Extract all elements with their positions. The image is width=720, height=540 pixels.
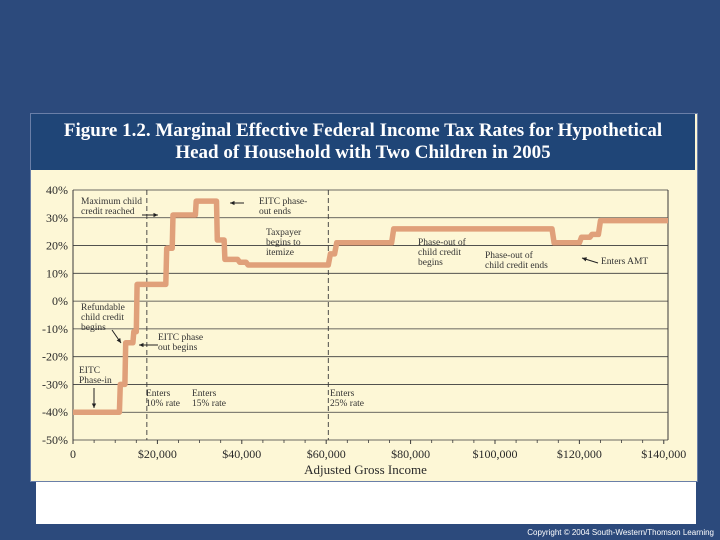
annotation-label: EITC phase-out ends [259,197,307,217]
annotation-label: Phase-out of child credit begins [418,237,467,268]
figure-box [30,113,698,482]
annotation-line: Refundable [81,302,125,313]
annotation-label: Enters 25% rate [330,389,364,409]
annotation-label: Enters 10% rate [146,389,180,409]
annotation-arrow-head [230,200,235,206]
y-tick-label: 40% [46,183,68,197]
annotation-line: itemize [266,248,294,258]
annotation-label: EITC Phase-in [79,366,112,386]
annotation-line: Enters [330,389,355,399]
annotation-line: credit reached [81,207,135,217]
x-tick-label: $120,000 [557,447,602,461]
y-tick-label: -40% [42,405,68,419]
y-tick-label: 30% [46,211,68,225]
annotation-line: Enters AMT [601,257,648,267]
x-tick-label: $60,000 [307,447,346,461]
y-tick-label: -10% [42,322,68,336]
annotation-label: Taxpayer begins to itemize [266,228,302,258]
y-tick-label: 10% [46,266,68,280]
annotation-line: EITC phase [158,333,203,343]
x-tick-label: $80,000 [391,447,430,461]
annotation-line: 15% rate [192,399,226,409]
figure-title-line2: Head of Household with Two Children in 2… [175,142,551,163]
annotation-label: Maximum child credit reached [81,197,142,217]
annotation-line: Phase-in [79,376,112,386]
figure-title-line1: Figure 1.2. Marginal Effective Federal I… [63,120,663,141]
annotation-line: begins [418,258,443,268]
annotation-line: Phase-out of [485,250,534,261]
y-tick-label: -30% [42,377,68,391]
annotation-arrow-head [139,342,144,348]
annotation-label: Enters AMT [601,257,648,267]
annotation-label: Enters 15% rate [192,389,226,409]
annotation-line: EITC [79,366,100,376]
annotation-line: EITC phase- [259,197,307,207]
annotation-line: out ends [259,207,291,217]
x-tick-label: 0 [70,447,76,461]
x-tick-label: $100,000 [472,447,517,461]
annotation-arrow-head [91,403,97,408]
annotation-line: Phase-out of [418,237,467,248]
annotation-arrow-head [116,338,121,343]
annotation-line: begins to [266,238,301,248]
x-tick-label: $40,000 [222,447,261,461]
y-tick-label: -50% [42,433,68,447]
y-tick-label: 0% [52,294,68,308]
x-tick-label: $20,000 [138,447,177,461]
annotation-line: Maximum child [81,197,142,207]
annotation-label: Phase-out of child credit ends [485,250,548,271]
y-tick-label: -20% [42,350,68,364]
annotation-line: Taxpayer [266,228,302,238]
annotation-label: Refundable child credit begins [81,302,125,333]
annotation-line: begins [81,323,106,333]
annotation-line: Enters [146,389,171,399]
annotation-line: Enters [192,389,217,399]
annotation-line: out begins [158,343,198,353]
copyright-text: Copyright © 2004 South-Western/Thomson L… [527,528,714,537]
annotation-arrow-head [153,212,158,218]
tax-rate-series-line [73,198,668,415]
x-tick-label: $140,000 [641,447,686,461]
annotation-line: 25% rate [330,399,364,409]
annotation-arrow-head [582,257,587,262]
figure-title: Figure 1.2. Marginal Effective Federal I… [31,114,695,170]
annotation-line: child credit [418,248,461,258]
annotation-line: 10% rate [146,399,180,409]
annotation-line: child credit ends [485,261,548,271]
x-axis-label: Adjusted Gross Income [304,462,427,477]
annotation-line: child credit [81,313,124,323]
y-tick-label: 20% [46,239,68,253]
annotation-label: EITC phase out begins [158,333,203,353]
